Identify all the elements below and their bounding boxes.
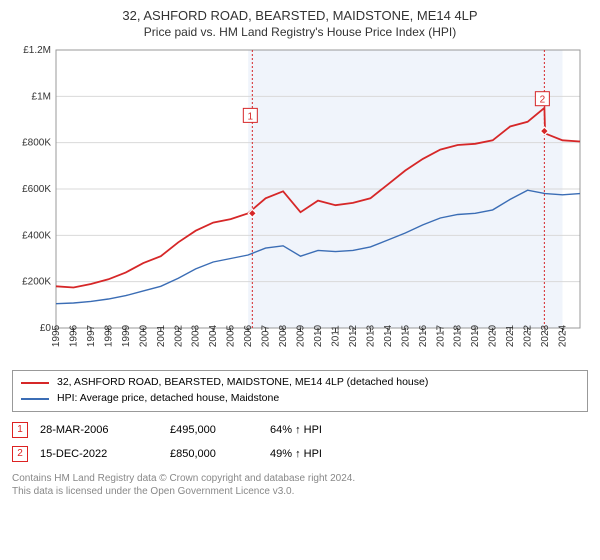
svg-text:2018: 2018: [453, 325, 464, 348]
svg-text:1996: 1996: [68, 325, 79, 348]
transaction-date: 15-DEC-2022: [40, 448, 170, 460]
legend: 32, ASHFORD ROAD, BEARSTED, MAIDSTONE, M…: [12, 370, 588, 412]
footer-attribution: Contains HM Land Registry data © Crown c…: [12, 472, 588, 498]
svg-text:£800K: £800K: [22, 138, 51, 149]
chart-subtitle: Price paid vs. HM Land Registry's House …: [12, 25, 588, 41]
svg-text:2011: 2011: [330, 325, 341, 347]
chart-container: 32, ASHFORD ROAD, BEARSTED, MAIDSTONE, M…: [0, 0, 600, 560]
svg-text:2014: 2014: [383, 325, 394, 348]
svg-text:£1.2M: £1.2M: [23, 45, 51, 56]
svg-text:£1M: £1M: [32, 92, 51, 103]
svg-text:2001: 2001: [156, 325, 167, 348]
svg-text:2003: 2003: [191, 325, 202, 348]
footer-line2: This data is licensed under the Open Gov…: [12, 485, 588, 498]
svg-text:2022: 2022: [523, 325, 534, 348]
svg-text:2006: 2006: [243, 325, 254, 348]
svg-text:2020: 2020: [488, 325, 499, 348]
svg-text:2008: 2008: [278, 325, 289, 348]
transaction-delta: 49% ↑ HPI: [270, 448, 390, 460]
svg-text:2015: 2015: [400, 325, 411, 348]
transaction-delta: 64% ↑ HPI: [270, 424, 390, 436]
transaction-price: £495,000: [170, 424, 270, 436]
svg-text:2021: 2021: [505, 325, 516, 348]
footer-line1: Contains HM Land Registry data © Crown c…: [12, 472, 588, 485]
transaction-price: £850,000: [170, 448, 270, 460]
svg-text:1998: 1998: [103, 325, 114, 348]
svg-text:1: 1: [248, 112, 254, 123]
legend-swatch: [21, 382, 49, 384]
svg-text:2024: 2024: [558, 325, 569, 348]
svg-text:2009: 2009: [296, 325, 307, 348]
svg-text:2002: 2002: [173, 325, 184, 348]
svg-text:2004: 2004: [208, 325, 219, 348]
svg-text:2007: 2007: [261, 325, 272, 348]
svg-text:£200K: £200K: [22, 277, 51, 288]
transaction-date: 28-MAR-2006: [40, 424, 170, 436]
svg-text:1997: 1997: [86, 325, 97, 348]
svg-text:1995: 1995: [51, 325, 62, 348]
svg-text:2010: 2010: [313, 325, 324, 348]
transaction-marker-id: 2: [12, 446, 28, 462]
svg-text:2005: 2005: [226, 325, 237, 348]
svg-text:1999: 1999: [121, 325, 132, 348]
chart-title: 32, ASHFORD ROAD, BEARSTED, MAIDSTONE, M…: [12, 8, 588, 25]
svg-text:2012: 2012: [348, 325, 359, 348]
legend-label: HPI: Average price, detached house, Maid…: [57, 391, 279, 407]
legend-item: HPI: Average price, detached house, Maid…: [21, 391, 579, 407]
svg-text:2017: 2017: [435, 325, 446, 348]
svg-text:2023: 2023: [540, 325, 551, 348]
legend-item: 32, ASHFORD ROAD, BEARSTED, MAIDSTONE, M…: [21, 375, 579, 391]
svg-text:2000: 2000: [138, 325, 149, 348]
legend-label: 32, ASHFORD ROAD, BEARSTED, MAIDSTONE, M…: [57, 375, 428, 391]
svg-text:£0: £0: [40, 323, 52, 334]
transaction-marker-id: 1: [12, 422, 28, 438]
legend-swatch: [21, 398, 49, 400]
svg-text:2016: 2016: [418, 325, 429, 348]
svg-text:£600K: £600K: [22, 184, 51, 195]
svg-text:2019: 2019: [470, 325, 481, 348]
transactions-table: 1 28-MAR-2006£495,00064% ↑ HPI 2 15-DEC-202…: [12, 422, 588, 462]
chart-plot: £0 £200K £400K £600K £800K £1M £1.2M 1 2 1995 1996…: [12, 44, 588, 364]
svg-text:2013: 2013: [365, 325, 376, 348]
svg-text:2: 2: [540, 95, 546, 106]
svg-text:£400K: £400K: [22, 231, 51, 242]
